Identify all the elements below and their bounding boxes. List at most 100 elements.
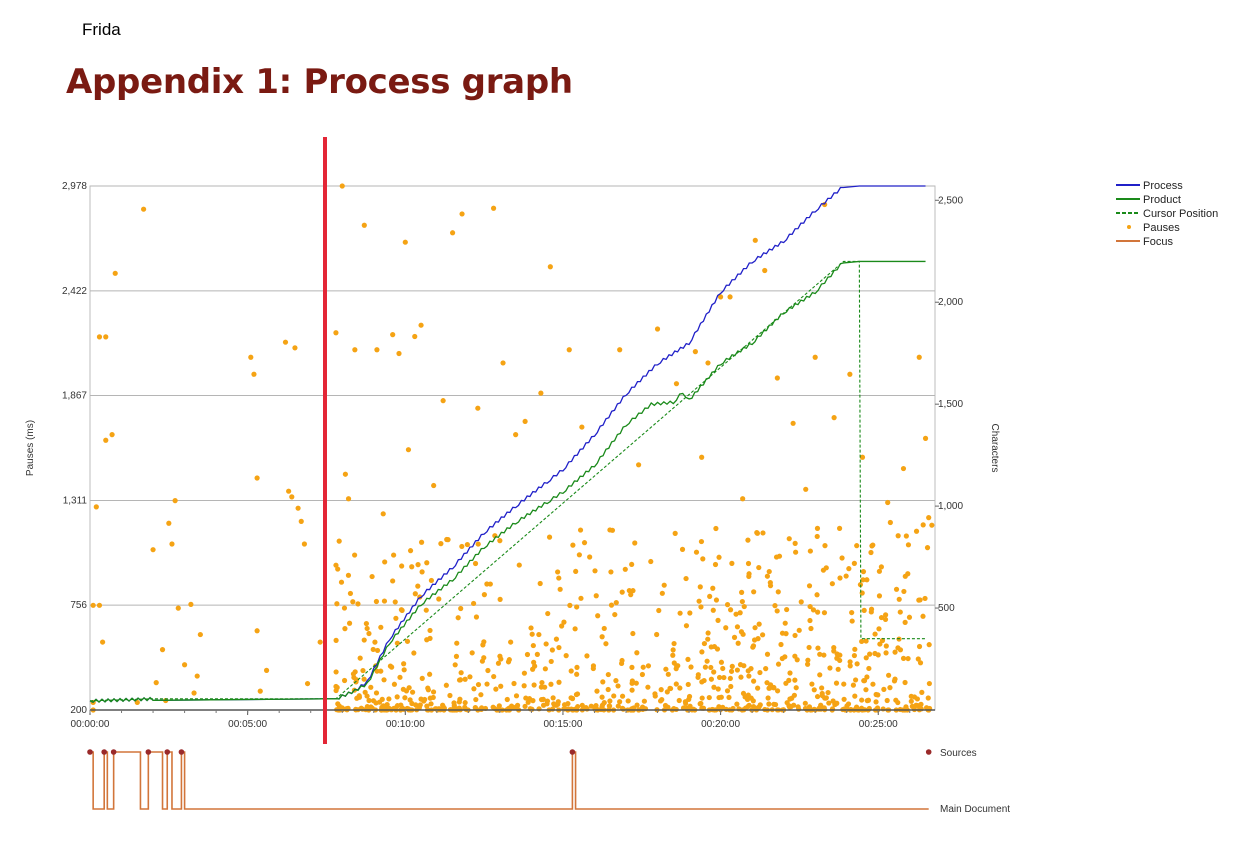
pause-point	[926, 642, 932, 648]
pause-point	[574, 671, 580, 677]
pause-point	[639, 671, 646, 678]
pause-point	[883, 612, 889, 618]
pause-point	[412, 333, 418, 340]
pause-point	[584, 653, 590, 659]
y-tick-label-left: 1,311	[63, 495, 88, 506]
pause-point	[625, 698, 631, 704]
pause-point	[677, 610, 683, 616]
pause-point	[886, 672, 892, 678]
pause-point	[103, 437, 109, 443]
pause-point	[696, 598, 702, 604]
x-tick-label: 00:15:00	[543, 719, 582, 730]
pause-point	[537, 580, 543, 587]
focus-label-main-document: Main Document	[940, 804, 1010, 815]
pause-point	[699, 649, 705, 655]
pause-point	[674, 663, 680, 669]
pause-point	[724, 602, 731, 608]
pause-point	[490, 205, 497, 211]
pause-point	[405, 447, 412, 453]
pause-point	[347, 590, 354, 597]
pause-point	[677, 685, 683, 691]
pause-point	[762, 267, 768, 274]
pause-point	[705, 636, 711, 642]
pause-point	[683, 623, 690, 629]
pause-point	[699, 695, 705, 701]
pause-point	[916, 643, 923, 650]
pause-point	[915, 656, 921, 662]
pause-point	[682, 699, 689, 705]
pause-point	[844, 703, 850, 709]
pause-point	[874, 705, 881, 711]
pause-point	[661, 582, 667, 588]
pause-point	[708, 644, 714, 650]
pause-point	[447, 692, 453, 699]
pause-point	[428, 701, 434, 707]
pause-point	[794, 657, 800, 663]
pause-point	[864, 577, 870, 583]
y-tick-label-left: 756	[70, 600, 87, 611]
pause-point	[701, 677, 707, 684]
pause-point	[430, 689, 437, 695]
pause-point	[549, 706, 556, 712]
pause-point	[902, 619, 908, 625]
pause-point	[295, 505, 301, 511]
pause-point	[487, 581, 493, 587]
pause-point	[720, 665, 726, 672]
pause-point	[382, 559, 388, 565]
pause-point	[172, 498, 178, 504]
pause-point	[843, 573, 849, 579]
pause-point	[418, 322, 424, 328]
pause-point	[897, 609, 903, 615]
pause-point	[341, 605, 348, 611]
pause-point	[774, 608, 780, 614]
pause-point	[662, 702, 669, 709]
pause-point	[175, 605, 181, 611]
pause-point	[656, 607, 662, 614]
pause-point	[415, 583, 421, 589]
x-tick-label: 00:25:00	[859, 719, 898, 730]
pause-point	[690, 706, 697, 712]
pause-point	[399, 563, 405, 569]
pause-point	[387, 663, 394, 669]
pause-point	[93, 504, 99, 510]
pause-point	[902, 573, 908, 579]
pause-point	[670, 652, 676, 658]
pause-point	[630, 588, 636, 594]
y-tick-label-right: 2,500	[938, 195, 963, 206]
pause-point	[568, 668, 574, 674]
pause-point	[159, 647, 166, 653]
pause-point	[453, 653, 460, 659]
pause-point	[849, 618, 855, 624]
pause-point	[847, 659, 853, 665]
pause-point	[289, 494, 295, 500]
pause-point	[386, 696, 392, 702]
pause-point	[737, 662, 744, 668]
pause-point	[555, 699, 561, 705]
pause-point	[866, 665, 872, 672]
pause-point	[860, 569, 867, 575]
pause-point	[254, 628, 260, 634]
pause-point	[723, 625, 729, 631]
pause-point	[841, 696, 847, 702]
pause-point	[472, 705, 479, 711]
pause-point	[153, 680, 159, 686]
pause-point	[893, 586, 900, 592]
pause-point	[629, 561, 635, 568]
pause-point	[553, 636, 560, 642]
pause-point	[806, 704, 813, 710]
pause-point	[112, 270, 118, 276]
pause-point	[863, 638, 869, 644]
pause-point	[400, 686, 406, 692]
pause-point	[594, 688, 600, 694]
pause-point	[803, 486, 809, 492]
pause-point	[454, 640, 460, 646]
pause-point	[905, 542, 912, 548]
pause-point	[726, 694, 732, 701]
pause-point	[567, 602, 573, 608]
focus-track: Sources Main Document	[87, 748, 1010, 815]
pause-point	[802, 700, 808, 706]
pause-point	[513, 432, 519, 438]
pause-point	[141, 206, 147, 212]
pause-point	[381, 598, 388, 604]
pause-point	[473, 614, 480, 620]
